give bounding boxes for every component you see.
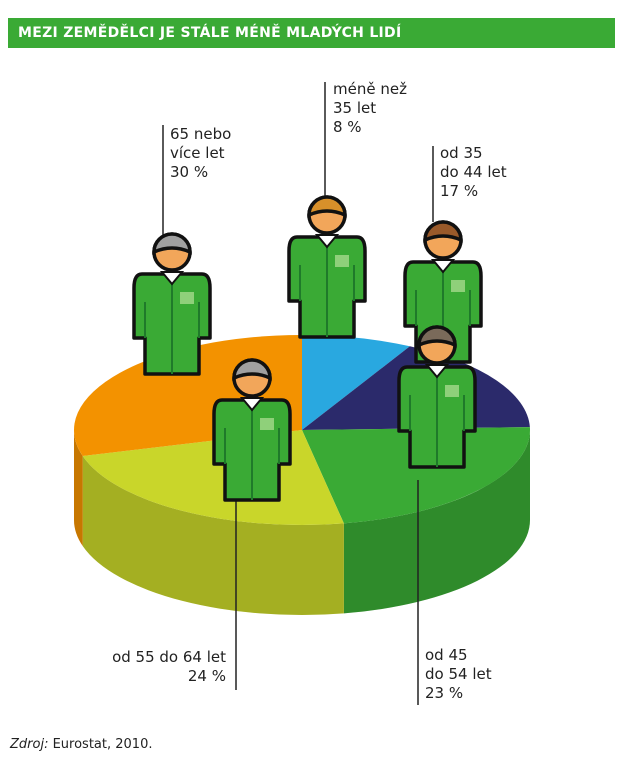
chart-title: MEZI ZEMĚDĚLCI JE STÁLE MÉNĚ MLADÝCH LID… — [8, 18, 615, 48]
source: Zdroj: Eurostat, 2010. — [10, 737, 152, 752]
slice-label: od 35 do 44 let 17 % — [440, 144, 507, 201]
farmer-hair — [307, 195, 347, 218]
category-label: od 35 do 44 let — [440, 144, 507, 181]
slice-side — [82, 455, 344, 615]
farmer-seam — [224, 410, 280, 500]
farmer-hair — [232, 358, 272, 381]
farmer-pocket — [260, 418, 274, 430]
farmer-pocket — [451, 280, 465, 292]
slice-label: méně než 35 let 8 % — [333, 80, 407, 137]
farmer-icon — [212, 358, 292, 502]
source-text: Eurostat, 2010. — [52, 737, 153, 752]
category-label: 65 nebo více let — [170, 125, 232, 162]
farmer-icon — [287, 195, 367, 339]
slice-side-shade — [82, 455, 344, 615]
farmer-pocket — [335, 255, 349, 267]
farmer-seam — [144, 284, 200, 374]
farmer-pocket — [180, 292, 194, 304]
slice-side-shade — [343, 430, 530, 614]
category-label: méně než 35 let — [333, 80, 407, 117]
slice-label: od 45 do 54 let 23 % — [425, 646, 492, 703]
category-label: od 55 do 64 let — [112, 648, 226, 666]
value-label: 24 % — [187, 667, 226, 685]
farmer-hair — [417, 325, 457, 348]
value-label: 8 % — [333, 118, 362, 136]
slice-label: 65 nebo více let 30 % — [170, 125, 231, 182]
farmer-hair — [152, 232, 192, 255]
farmer-seam — [409, 377, 465, 467]
farmer-pocket — [445, 385, 459, 397]
farmer-collar — [159, 271, 185, 286]
farmer-icon — [397, 325, 477, 469]
slice-label: od 55 do 64 let 24 % — [86, 648, 226, 686]
category-label: od 45 do 54 let — [425, 646, 492, 683]
source-label: Zdroj: — [10, 737, 49, 752]
value-label: 23 % — [425, 684, 464, 702]
farmer-collar — [314, 234, 340, 249]
farmer-icon — [132, 232, 212, 376]
slice-side — [74, 430, 83, 546]
slice-side-shade — [74, 430, 83, 546]
slice — [302, 427, 530, 524]
farmer-hair — [423, 220, 463, 243]
farmer-collar — [430, 259, 456, 274]
slice — [302, 335, 410, 430]
farmer-collar — [239, 397, 265, 412]
slice-side — [343, 430, 530, 614]
value-label: 30 % — [170, 163, 209, 181]
farmer-seam — [299, 247, 355, 337]
farmer-collar — [424, 364, 450, 379]
value-label: 17 % — [440, 182, 479, 200]
